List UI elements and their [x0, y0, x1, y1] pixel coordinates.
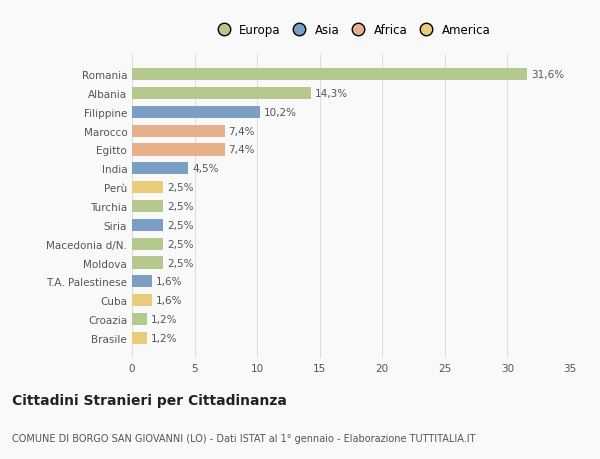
- Text: 10,2%: 10,2%: [263, 107, 296, 118]
- Text: 2,5%: 2,5%: [167, 220, 194, 230]
- Text: 2,5%: 2,5%: [167, 258, 194, 268]
- Bar: [132, 163, 188, 175]
- Text: 2,5%: 2,5%: [167, 239, 194, 249]
- Bar: [132, 294, 152, 307]
- Text: 14,3%: 14,3%: [315, 89, 348, 99]
- Text: 2,5%: 2,5%: [167, 183, 194, 193]
- Bar: [132, 69, 527, 81]
- Text: 1,6%: 1,6%: [156, 277, 182, 287]
- Text: 1,2%: 1,2%: [151, 314, 177, 325]
- Legend: Europa, Asia, Africa, America: Europa, Asia, Africa, America: [209, 22, 493, 39]
- Text: 1,6%: 1,6%: [156, 296, 182, 306]
- Text: 7,4%: 7,4%: [229, 145, 255, 155]
- Bar: [132, 313, 147, 325]
- Text: 1,2%: 1,2%: [151, 333, 177, 343]
- Text: COMUNE DI BORGO SAN GIOVANNI (LO) - Dati ISTAT al 1° gennaio - Elaborazione TUTT: COMUNE DI BORGO SAN GIOVANNI (LO) - Dati…: [12, 433, 476, 442]
- Bar: [132, 332, 147, 344]
- Text: 31,6%: 31,6%: [531, 70, 565, 80]
- Text: 2,5%: 2,5%: [167, 202, 194, 212]
- Text: Cittadini Stranieri per Cittadinanza: Cittadini Stranieri per Cittadinanza: [12, 393, 287, 407]
- Bar: [132, 144, 224, 156]
- Bar: [132, 219, 163, 231]
- Bar: [132, 257, 163, 269]
- Bar: [132, 182, 163, 194]
- Bar: [132, 276, 152, 288]
- Bar: [132, 106, 260, 119]
- Bar: [132, 201, 163, 213]
- Text: 4,5%: 4,5%: [192, 164, 218, 174]
- Text: 7,4%: 7,4%: [229, 126, 255, 136]
- Bar: [132, 125, 224, 137]
- Bar: [132, 238, 163, 250]
- Bar: [132, 88, 311, 100]
